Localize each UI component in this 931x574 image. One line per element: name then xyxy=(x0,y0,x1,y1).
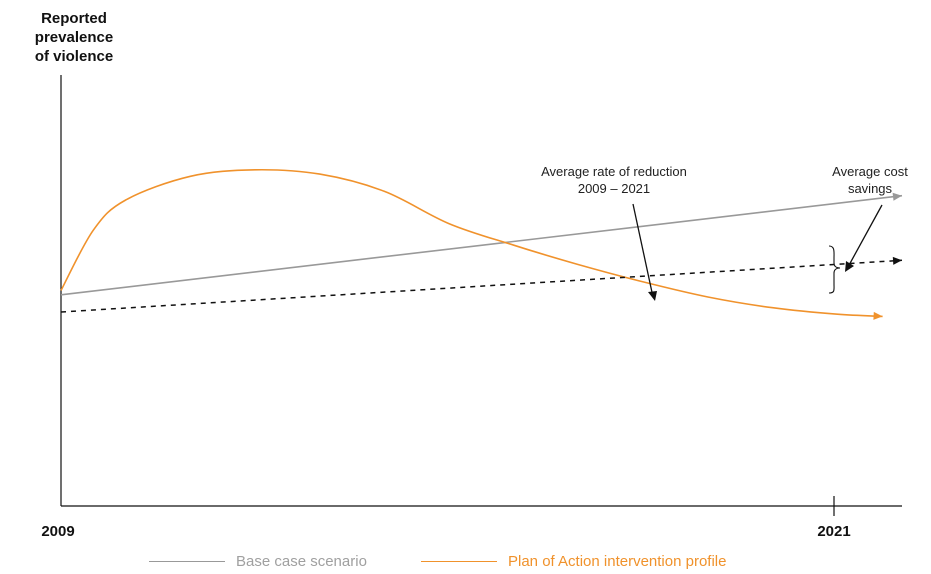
annotation-cost-line-1: Average cost xyxy=(832,164,908,179)
annotation-cost-line-2: savings xyxy=(848,181,893,196)
legend-label-base-case: Base case scenario xyxy=(236,553,367,570)
legend: Base case scenario Plan of Action interv… xyxy=(0,553,931,573)
series-line-base-case xyxy=(60,194,903,296)
y-axis-label-line-1: Reported xyxy=(41,10,107,27)
legend-label-plan-of-action: Plan of Action intervention profile xyxy=(508,553,727,570)
arrowhead-average-reduction xyxy=(892,256,902,265)
series-line-average-reduction xyxy=(60,259,903,313)
arrowhead-base-case xyxy=(892,192,902,201)
annotation-cost-arrow xyxy=(847,204,883,268)
annotation-cost-arrowhead xyxy=(845,261,854,272)
x-tick-label-2021: 2021 xyxy=(817,523,850,540)
annotation-reduction-arrowhead xyxy=(648,291,657,301)
annotation-reduction-line-2: 2009 – 2021 xyxy=(578,181,650,196)
legend-swatch-plan-of-action xyxy=(421,561,497,562)
legend-item-base-case: Base case scenario xyxy=(149,553,367,570)
x-tick-label-2009: 2009 xyxy=(41,523,74,540)
y-axis-label-line-3: of violence xyxy=(35,48,113,65)
annotation-reduction-line-1: Average rate of reduction xyxy=(541,164,687,179)
annotation-reduction-arrow xyxy=(632,203,654,298)
arrowhead-plan-of-action xyxy=(873,311,883,320)
annotation-cost-brace xyxy=(828,245,841,294)
legend-item-plan-of-action: Plan of Action intervention profile xyxy=(421,553,726,570)
y-axis-label-line-2: prevalence xyxy=(35,29,113,46)
series-layer xyxy=(60,168,903,320)
legend-swatch-base-case xyxy=(149,561,225,562)
series-line-plan-of-action xyxy=(60,168,883,318)
